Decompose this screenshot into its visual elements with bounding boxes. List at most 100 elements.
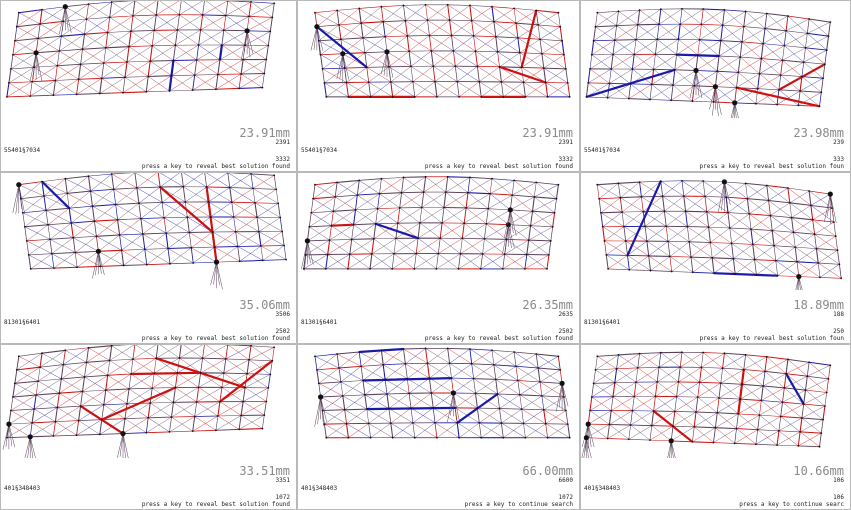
truss-member bbox=[800, 78, 824, 92]
truss-member bbox=[752, 244, 775, 246]
truss-node bbox=[62, 363, 65, 366]
truss-member bbox=[630, 410, 654, 426]
truss-member bbox=[30, 267, 54, 270]
truss-member bbox=[715, 86, 719, 117]
truss-member bbox=[586, 437, 592, 458]
truss-node bbox=[155, 14, 158, 16]
truss-member bbox=[14, 26, 18, 41]
truss-member bbox=[521, 408, 544, 411]
truss-member bbox=[810, 205, 814, 220]
truss-member bbox=[738, 58, 762, 73]
truss-member bbox=[637, 23, 660, 26]
truss-member bbox=[107, 373, 132, 376]
truss-member bbox=[763, 385, 785, 389]
truss-node bbox=[426, 19, 429, 21]
truss-member bbox=[628, 98, 651, 101]
truss-member bbox=[30, 80, 56, 97]
truss-member bbox=[634, 381, 658, 397]
truss-member bbox=[336, 10, 340, 25]
truss-member bbox=[787, 187, 810, 192]
truss-node bbox=[267, 44, 270, 47]
truss-member bbox=[704, 181, 725, 197]
truss-member bbox=[221, 373, 248, 388]
truss-member bbox=[539, 381, 543, 396]
truss-node bbox=[37, 380, 39, 382]
truss-member bbox=[764, 15, 788, 29]
truss-node bbox=[819, 276, 821, 279]
truss-member bbox=[607, 83, 631, 98]
truss-member bbox=[712, 243, 732, 258]
truss-member bbox=[18, 184, 23, 210]
truss-member bbox=[37, 367, 41, 382]
truss-member bbox=[761, 45, 785, 59]
truss-member bbox=[502, 254, 527, 270]
truss-member bbox=[124, 76, 149, 78]
truss-node bbox=[41, 8, 43, 11]
truss-member bbox=[664, 195, 684, 212]
truss-member bbox=[703, 8, 725, 11]
truss-member bbox=[408, 51, 412, 67]
truss-member bbox=[764, 356, 768, 372]
key-prompt: press a key to reveal best solution foun bbox=[699, 163, 845, 170]
truss-member bbox=[333, 194, 358, 212]
truss-member bbox=[56, 50, 60, 66]
truss-member bbox=[194, 401, 221, 417]
truss-member bbox=[595, 12, 598, 27]
truss-member bbox=[610, 396, 614, 411]
truss-node bbox=[607, 268, 609, 270]
truss-member bbox=[76, 78, 102, 95]
truss-member bbox=[329, 225, 332, 241]
truss-member bbox=[495, 379, 518, 381]
truss-member bbox=[620, 196, 642, 199]
truss-node bbox=[244, 44, 247, 47]
truss-node bbox=[435, 268, 438, 270]
truss-node bbox=[825, 49, 828, 51]
truss-member bbox=[123, 264, 147, 266]
truss-member bbox=[381, 177, 404, 179]
truss-member bbox=[639, 352, 661, 355]
truss-member bbox=[128, 373, 155, 390]
truss-member bbox=[478, 81, 482, 97]
truss-node bbox=[336, 9, 338, 12]
truss-node bbox=[79, 63, 82, 66]
truss-node bbox=[265, 400, 268, 403]
truss-member bbox=[715, 72, 739, 87]
truss-member bbox=[759, 60, 783, 74]
truss-member bbox=[541, 40, 563, 54]
truss-member bbox=[375, 222, 398, 225]
truss-member bbox=[515, 10, 537, 24]
truss-member bbox=[316, 25, 368, 69]
truss-member bbox=[504, 239, 529, 255]
truss-member bbox=[8, 81, 33, 84]
truss-member bbox=[81, 376, 86, 392]
truss-member bbox=[355, 195, 358, 210]
truss-member bbox=[689, 70, 697, 99]
truss-node bbox=[553, 211, 556, 214]
truss-member bbox=[39, 9, 43, 25]
truss-member bbox=[82, 32, 108, 50]
truss-member bbox=[449, 362, 472, 365]
truss-node bbox=[110, 345, 113, 347]
seed-label: 55401§7034 bbox=[301, 147, 338, 154]
truss-member bbox=[453, 392, 457, 420]
truss-member bbox=[734, 428, 737, 444]
truss-node bbox=[382, 363, 385, 366]
truss-member bbox=[107, 359, 134, 376]
truss-node bbox=[443, 206, 445, 209]
truss-member bbox=[587, 424, 595, 448]
truss-member bbox=[736, 73, 760, 88]
truss-member bbox=[766, 184, 788, 189]
truss-member bbox=[655, 39, 658, 55]
truss-node bbox=[670, 270, 673, 273]
truss-member bbox=[384, 379, 388, 395]
truss-member bbox=[99, 419, 103, 435]
truss-member bbox=[607, 438, 629, 440]
truss-node bbox=[522, 422, 525, 425]
truss-member bbox=[499, 408, 502, 424]
truss-member bbox=[778, 430, 801, 433]
truss-node bbox=[246, 372, 249, 375]
truss-node bbox=[748, 213, 751, 215]
truss-member bbox=[587, 68, 591, 83]
truss-node bbox=[193, 74, 196, 76]
truss-member bbox=[763, 373, 787, 387]
